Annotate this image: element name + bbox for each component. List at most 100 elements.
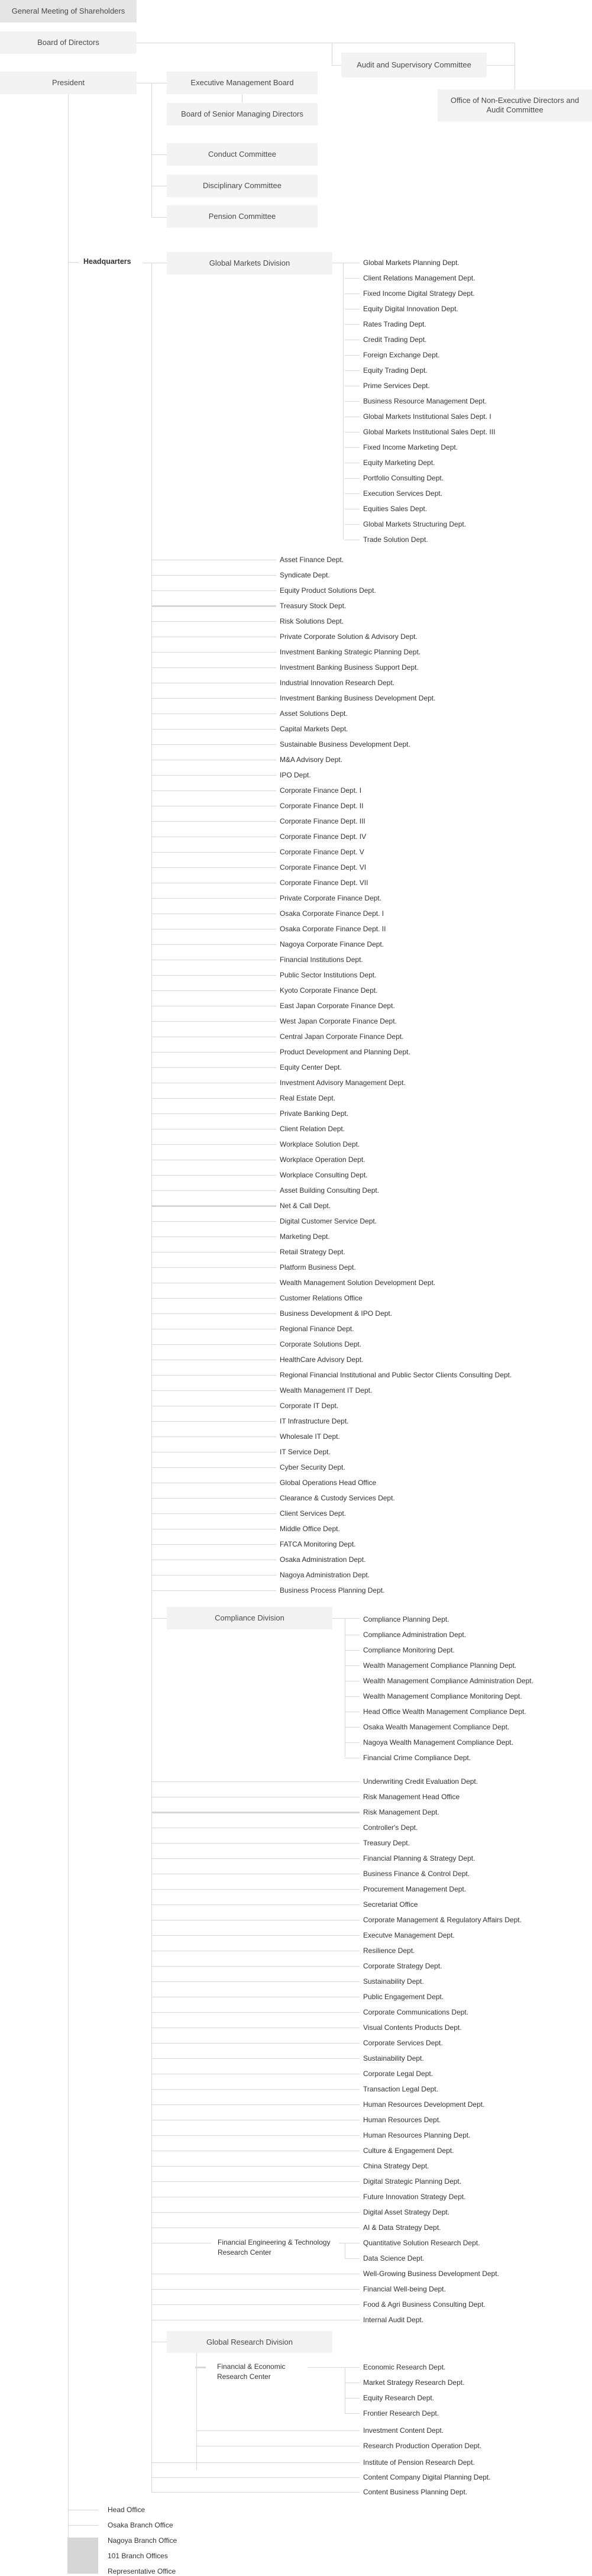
dept-label: Nagoya Corporate Finance Dept. <box>280 940 384 948</box>
connector-line <box>151 1618 167 1619</box>
connector-line <box>345 1696 360 1697</box>
dept-label: Investment Advisory Management Dept. <box>280 1079 406 1087</box>
dept-label: Equity Marketing Dept. <box>363 459 435 467</box>
dept-label: Corporate Management & Regulatory Affair… <box>363 1916 522 1924</box>
connector-line <box>151 1935 360 1936</box>
dept-label: Sustainable Business Development Dept. <box>280 740 410 748</box>
dept-label: Economic Research Dept. <box>363 2363 446 2371</box>
connector-line <box>151 605 276 607</box>
dept-label: Wealth Management Solution Development D… <box>280 1279 436 1287</box>
dept-label: Equity Research Dept. <box>363 2394 435 2402</box>
dept-label: IPO Dept. <box>280 771 311 779</box>
connector-line <box>151 1205 276 1207</box>
connector-line <box>151 790 276 791</box>
dept-label: Rates Trading Dept. <box>363 320 426 328</box>
dept-label: Treasury Dept. <box>363 1839 410 1847</box>
dept-label: Resilience Dept. <box>363 1946 415 1955</box>
connector-line <box>151 852 276 853</box>
connector-line <box>345 355 360 356</box>
board-of-directors-box: Board of Directors <box>0 31 137 54</box>
connector-line <box>151 2212 360 2213</box>
connector-line <box>151 575 276 576</box>
connector-line <box>151 1098 276 1099</box>
fetrc-label: Financial Engineering & Technology Resea… <box>218 2238 331 2257</box>
dept-label: Food & Agri Business Consulting Dept. <box>363 2300 486 2309</box>
general-meeting-box: General Meeting of Shareholders <box>0 0 137 22</box>
dept-label: Industrial Innovation Research Dept. <box>280 679 395 687</box>
dept-label: Human Resources Planning Dept. <box>363 2131 471 2139</box>
connector-line <box>345 1727 360 1728</box>
dept-label: Osaka Branch Office <box>108 2521 173 2529</box>
audit-committee-box: Audit and Supervisory Committee <box>341 53 487 78</box>
connector-line <box>151 944 276 945</box>
dept-label: Research Production Operation Dept. <box>363 2442 482 2450</box>
dept-label: Private Corporate Solution & Advisory De… <box>280 632 418 641</box>
dept-label: Financial Well-being Dept. <box>363 2285 446 2293</box>
dept-label: Corporate IT Dept. <box>280 1402 339 1410</box>
dept-label: Content Company Digital Planning Dept. <box>363 2473 491 2481</box>
dept-label: Business Development & IPO Dept. <box>280 1309 393 1318</box>
conduct-committee-box: Conduct Committee <box>167 143 318 166</box>
dept-label: Private Banking Dept. <box>280 1109 349 1118</box>
dept-label: Kyoto Corporate Finance Dept. <box>280 986 378 995</box>
dept-label: Corporate Finance Dept. VII <box>280 879 368 887</box>
connector-line <box>151 2477 360 2478</box>
dept-label: Corporate Finance Dept. I <box>280 786 362 795</box>
dept-label: Global Markets Structuring Dept. <box>363 520 467 528</box>
dept-label: Equities Sales Dept. <box>363 505 428 513</box>
dept-label: Osaka Wealth Management Compliance Dept. <box>363 1723 510 1731</box>
dept-label: Asset Building Consulting Dept. <box>280 1186 380 1195</box>
dept-label: Osaka Corporate Finance Dept. II <box>280 925 386 933</box>
dept-label: Corporate Finance Dept. IV <box>280 832 367 841</box>
connector-line <box>345 524 360 525</box>
connector-line <box>151 867 276 868</box>
dept-label: Client Services Dept. <box>280 1509 347 1518</box>
connector-line <box>151 990 276 991</box>
board-senior-managing-box: Board of Senior Managing Directors <box>167 103 318 125</box>
connector-line <box>151 2462 360 2463</box>
connector-line <box>151 1858 360 1859</box>
connector-line <box>151 1113 276 1114</box>
connector-line <box>151 1390 276 1391</box>
ferc-label: Financial & Economic Research Center <box>217 2362 286 2381</box>
dept-label: HealthCare Advisory Dept. <box>280 1355 364 1364</box>
dept-label: IT Infrastructure Dept. <box>280 1417 349 1425</box>
connector-line <box>151 652 276 653</box>
dept-label: Content Business Planning Dept. <box>363 2488 468 2496</box>
president-trunk-line <box>68 94 69 2538</box>
dept-label: Syndicate Dept. <box>280 571 330 579</box>
connector-line <box>345 478 360 479</box>
dept-label: Corporate Strategy Dept. <box>363 1962 442 1970</box>
connector-line <box>151 83 152 218</box>
connector-line <box>151 1221 276 1222</box>
dept-label: Business Process Planning Dept. <box>280 1586 385 1594</box>
dept-label: Investment Content Dept. <box>363 2426 444 2435</box>
dept-label: Private Corporate Finance Dept. <box>280 894 382 902</box>
branch-block-marker <box>67 2538 98 2574</box>
dept-label: Corporate Legal Dept. <box>363 2070 434 2078</box>
dept-label: Fixed Income Marketing Dept. <box>363 443 458 451</box>
pension-committee-box: Pension Committee <box>167 205 318 228</box>
connector-line <box>151 744 276 745</box>
connector-line <box>151 1067 276 1068</box>
connector-line <box>151 1498 276 1499</box>
connector-line <box>151 1590 276 1591</box>
dept-label: Asset Finance Dept. <box>280 556 344 564</box>
dept-label: Execution Services Dept. <box>363 489 443 498</box>
dept-label: Procurement Management Dept. <box>363 1885 467 1893</box>
dept-label: Internal Audit Dept. <box>363 2316 424 2324</box>
dept-label: Data Science Dept. <box>363 2254 425 2262</box>
dept-label: Financial Institutions Dept. <box>280 955 363 964</box>
connector-line <box>151 698 276 699</box>
dept-label: Wholesale IT Dept. <box>280 1432 340 1441</box>
dept-label: Quantitative Solution Research Dept. <box>363 2239 480 2247</box>
connector-line <box>151 1298 276 1299</box>
dept-label: FATCA Monitoring Dept. <box>280 1540 356 1548</box>
dept-label: China Strategy Dept. <box>363 2162 429 2170</box>
dept-label: Public Sector Institutions Dept. <box>280 971 377 979</box>
connector-line <box>332 65 341 66</box>
office-non-exec-box: Office of Non-Executive Directors and Au… <box>438 89 592 121</box>
dept-label: Public Engagement Dept. <box>363 1993 444 2001</box>
dept-label: Head Office <box>108 2506 145 2514</box>
